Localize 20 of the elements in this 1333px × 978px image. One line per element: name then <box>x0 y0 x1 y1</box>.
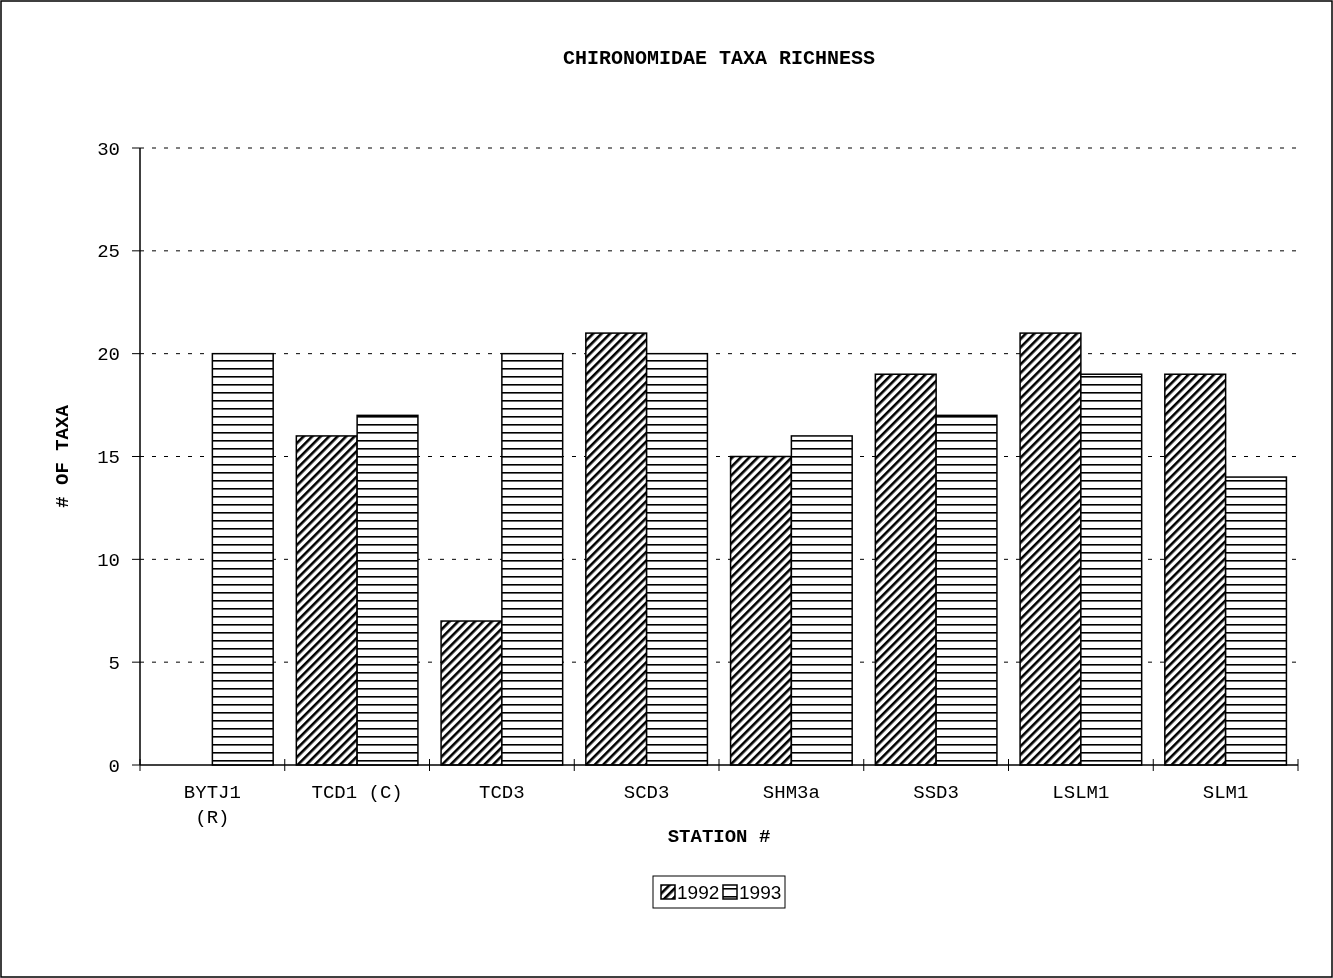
legend-label: 1993 <box>739 881 782 903</box>
y-tick-label: 10 <box>97 549 120 572</box>
x-tick-label: SSD3 <box>913 782 959 804</box>
y-axis-title: # OF TAXA <box>52 404 74 508</box>
y-tick-label: 0 <box>108 755 120 778</box>
x-tick-label: SCD3 <box>623 782 670 804</box>
x-tick-label: BYTJ1 (R) <box>183 782 241 829</box>
y-tick-label: 20 <box>97 344 120 367</box>
legend-label: 1992 <box>677 881 720 903</box>
x-axis-title: STATION # <box>667 826 771 848</box>
y-tick-label: 30 <box>97 138 120 161</box>
x-tick-label: TCD1 (C) <box>311 782 403 804</box>
y-tick-label: 5 <box>108 652 120 675</box>
x-tick-label: SLM1 <box>1202 782 1249 804</box>
chart-title: CHIRONOMIDAE TAXA RICHNESS <box>562 47 876 70</box>
x-tick-label: SHM3a <box>762 782 820 804</box>
y-tick-label: 25 <box>97 241 120 264</box>
x-tick-label: LSLM1 <box>1052 782 1110 804</box>
y-tick-label: 15 <box>97 447 120 470</box>
x-tick-label: TCD3 <box>479 782 525 804</box>
